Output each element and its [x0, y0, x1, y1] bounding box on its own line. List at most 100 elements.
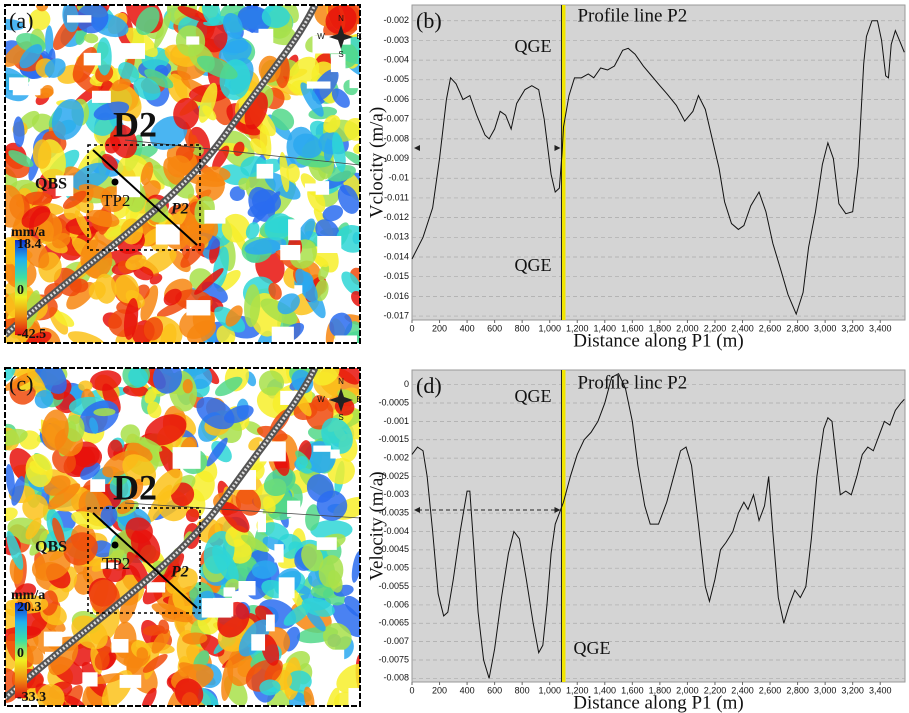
- map-patch: [305, 504, 320, 531]
- map-patch: [173, 97, 200, 130]
- annotation: QGE: [514, 386, 551, 406]
- map-patch: [238, 177, 251, 191]
- map-patch: [76, 5, 109, 34]
- map-patch: [240, 534, 270, 552]
- x-tick-label: 1,200: [566, 323, 589, 333]
- x-tick-label: 2,200: [704, 685, 727, 695]
- x-tick-label: 3,000: [814, 685, 837, 695]
- y-tick-label: -0.013: [383, 232, 409, 242]
- map-patch: [5, 464, 15, 497]
- map-patch: [51, 99, 84, 140]
- map-patch: [341, 271, 360, 295]
- map-patch: [181, 692, 199, 706]
- map-patch: [40, 590, 59, 616]
- building-gap: [116, 176, 141, 198]
- map-patch: [201, 5, 221, 26]
- y-tick-label: -0.0045: [378, 544, 409, 554]
- map-patch: [89, 417, 99, 434]
- map-patch: [21, 205, 51, 228]
- map-patch: [271, 108, 295, 131]
- map-patch: [41, 409, 69, 451]
- map-patch: [182, 378, 193, 394]
- map-patch: [268, 282, 282, 300]
- chart-title: Profile linc P2: [577, 372, 687, 393]
- colorbar-unit: mm/a: [11, 588, 45, 603]
- x-tick-label: 1,800: [649, 685, 672, 695]
- map-patch: [310, 584, 334, 599]
- profile-line: [92, 512, 198, 609]
- building-gap: [330, 54, 346, 73]
- map-patch: [322, 205, 344, 222]
- y-tick-label: -0.0075: [378, 654, 409, 664]
- colorbar: [15, 240, 27, 335]
- map-patch: [327, 164, 356, 182]
- colorbar-unit: mm/a: [11, 225, 45, 240]
- map-patch: [67, 331, 106, 343]
- station-label: QBS: [35, 539, 67, 556]
- map-patch: [119, 586, 139, 624]
- map-patch: [250, 651, 267, 669]
- building-gap: [90, 479, 106, 492]
- map-patch: [279, 151, 290, 193]
- building-gap: [357, 24, 360, 38]
- x-tick-label: 1,600: [621, 685, 644, 695]
- y-tick-label: -0.005: [383, 563, 409, 573]
- x-tick-label: 1,400: [594, 685, 617, 695]
- map-patch: [162, 553, 185, 583]
- building-gap: [251, 634, 266, 651]
- map-patch: [142, 653, 168, 673]
- y-tick-label: -0.014: [383, 251, 409, 261]
- map-patch: [69, 278, 89, 293]
- building-gap: [317, 235, 342, 254]
- colorbar: [15, 603, 27, 698]
- map-patch: [140, 161, 154, 186]
- profile-line: [92, 149, 198, 246]
- map-patch: [270, 5, 299, 24]
- map-patch: [301, 597, 335, 617]
- map-patch: [198, 82, 218, 123]
- map-patch: [128, 368, 149, 388]
- map: [5, 5, 360, 343]
- map-patch: [222, 12, 243, 39]
- x-tick-label: 2,600: [759, 685, 782, 695]
- x-tick-label: 600: [487, 685, 502, 695]
- map-patch: [295, 456, 308, 469]
- building-gap: [223, 587, 236, 597]
- map-patch: [186, 320, 217, 343]
- map-patch: [344, 117, 360, 141]
- x-tick-label: 800: [515, 323, 530, 333]
- map-patch: [62, 190, 87, 209]
- building-gap: [55, 175, 74, 197]
- point-label: TP2: [102, 191, 130, 210]
- map-patch: [154, 11, 172, 49]
- building-gap: [172, 447, 201, 469]
- map-patch: [31, 550, 71, 581]
- map-patch: [344, 595, 360, 618]
- map-patch: [11, 476, 25, 506]
- building-gap: [238, 581, 256, 596]
- map-patch: [264, 213, 293, 241]
- compass-letter: S: [338, 413, 343, 422]
- map-patch: [196, 55, 238, 80]
- map-patch: [160, 323, 177, 343]
- building-gap: [316, 537, 337, 550]
- map-patch: [100, 505, 118, 527]
- map-patch: [264, 659, 283, 683]
- building-gap: [280, 244, 301, 261]
- x-tick-label: 600: [487, 323, 502, 333]
- map-patch: [24, 191, 53, 206]
- map-patch: [34, 390, 54, 409]
- x-axis-label: Distance along P1 (m): [573, 330, 743, 351]
- y-tick-label: -0.0025: [378, 471, 409, 481]
- map-patch: [86, 209, 120, 228]
- map-patch: [144, 69, 174, 89]
- map: [5, 368, 360, 706]
- map-patch: [122, 454, 156, 486]
- x-tick-label: 2,200: [704, 323, 727, 333]
- y-tick-label: -0.007: [383, 114, 409, 124]
- compass-letter: W: [317, 395, 325, 404]
- compass-star: [329, 25, 353, 49]
- x-tick-label: 2,400: [731, 685, 754, 695]
- map-patch: [6, 530, 24, 570]
